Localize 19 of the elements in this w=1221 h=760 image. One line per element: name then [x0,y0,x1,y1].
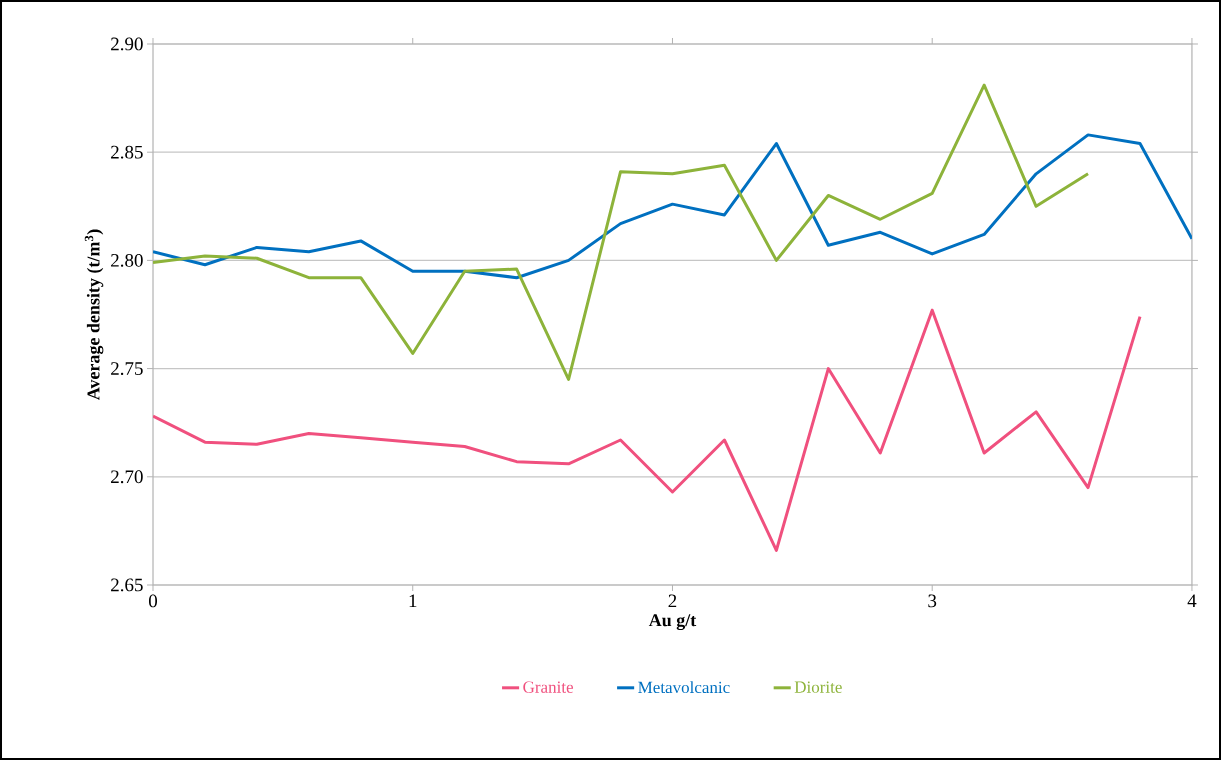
y-tick-label: 2.90 [111,37,143,51]
y-tick-label: 2.85 [111,145,143,159]
x-axis-title: Au g/t [648,614,697,631]
y-axis-title: Average density (t/m$^{3}$) [84,229,104,401]
line-series [153,83,1090,381]
legend-label: Metavolcanic [638,681,730,694]
line-series [153,133,1192,280]
x-tick-label: 3 [928,594,937,608]
x-tick-label: 1 [409,594,417,608]
y-tick-label: 2.80 [111,253,143,267]
line-series [153,308,1142,552]
x-tick-label: 2 [668,594,677,608]
y-tick-label: 2.70 [111,470,143,484]
y-tick-label: 2.65 [111,578,143,592]
x-tick-label: 0 [148,594,158,608]
y-tick-label: 2.75 [111,362,143,376]
legend-label: Diorite [794,681,842,693]
x-tick-label: 4 [1187,594,1197,608]
legend-label: Granite [523,681,574,693]
